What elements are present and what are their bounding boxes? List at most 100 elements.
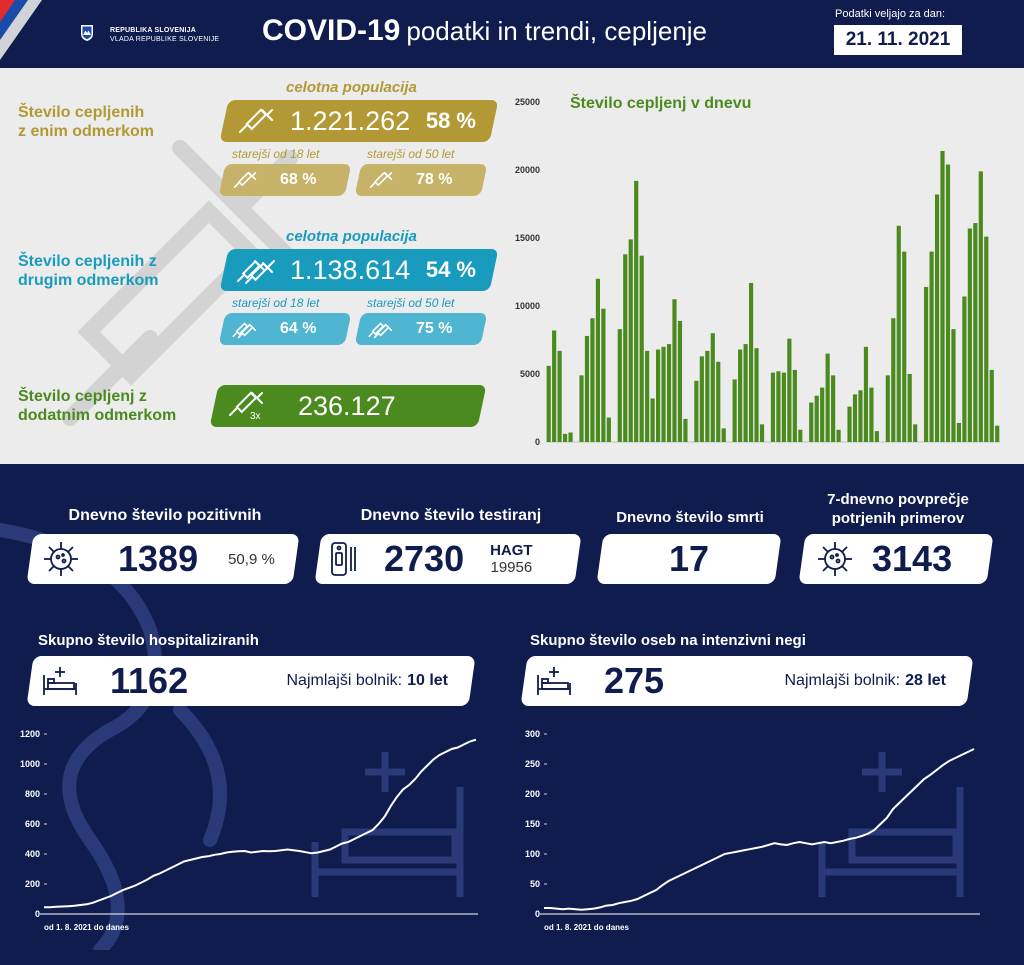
avg7-card: 3143 — [798, 534, 994, 584]
y-tick-label: 600 — [25, 819, 40, 829]
hospital-label: Skupno število hospitaliziranih — [38, 632, 259, 649]
bar — [858, 390, 863, 442]
booster-title-line2: dodatnim odmerkom — [18, 407, 177, 424]
second-dose-adult-pill: 64 % — [218, 313, 352, 345]
bar — [743, 344, 748, 442]
bar — [831, 375, 836, 442]
bar — [606, 417, 611, 442]
bar — [732, 379, 737, 442]
second-dose-population-label: celotna populacija — [286, 228, 417, 245]
virus-icon — [44, 542, 78, 576]
y-tick-label: 400 — [25, 849, 40, 859]
positive-pct: 50,9 % — [228, 550, 275, 568]
bar — [650, 398, 655, 442]
bar — [852, 394, 858, 442]
coat-of-arms-icon — [81, 25, 93, 41]
hospital-youngest-label: Najmlajši bolnik: — [286, 672, 403, 689]
positive-value: 1389 — [118, 538, 199, 579]
bar — [617, 329, 622, 442]
bar — [563, 433, 568, 442]
bar — [634, 180, 639, 442]
y-tick-label: 100 — [525, 849, 540, 859]
bar — [738, 349, 743, 442]
positive-label: Dnevno število pozitivnih — [68, 507, 262, 524]
valid-date: 21. 11. 2021 — [834, 25, 962, 55]
icu-label: Skupno število oseb na intenzivni negi — [530, 632, 806, 649]
booster-total-pill: 3x 236.127 — [209, 385, 487, 427]
bar — [721, 428, 726, 442]
bar — [661, 346, 666, 442]
y-tick-label: 50 — [530, 879, 540, 889]
bar — [748, 282, 754, 442]
y-tick-label: 0 — [35, 909, 40, 919]
y-tick-label: 0 — [535, 437, 540, 447]
second-dose-pct: 54 % — [425, 257, 476, 282]
hagt-value: 19956 — [490, 559, 533, 576]
hospital-bed-icon — [537, 667, 571, 695]
second-dose-adult-pct: 64 % — [280, 320, 317, 337]
booster-title: Število cepljenj z dodatnim odmerkom — [18, 387, 176, 425]
bar — [967, 228, 972, 442]
bar — [623, 254, 628, 442]
bar — [962, 296, 967, 442]
bar — [907, 374, 912, 442]
bar — [584, 335, 590, 442]
first-dose-title: Število cepljenih z enim odmerkom — [18, 103, 154, 141]
first-dose-population-label: celotna populacija — [286, 79, 417, 96]
bar — [677, 320, 683, 442]
gov-subname: VLADA REPUBLIKE SLOVENIJE — [110, 36, 220, 43]
bar — [546, 365, 551, 442]
bar — [666, 344, 672, 442]
bar — [874, 431, 879, 442]
first-dose-total-pill: 1.221.262 58 % — [219, 100, 499, 142]
deaths-value: 17 — [668, 538, 710, 579]
bar — [809, 402, 814, 442]
second-dose-total-pill: 1.138.614 54 % — [219, 249, 499, 291]
bar — [781, 372, 786, 442]
bar — [639, 255, 644, 442]
bar — [869, 387, 874, 442]
bar — [672, 299, 677, 442]
bar — [699, 356, 704, 442]
icu-card: 275 Najmlajši bolnik: 28 let — [520, 656, 974, 706]
virus-icon — [818, 542, 852, 576]
bar — [798, 429, 803, 442]
icu-youngest-label: Najmlajši bolnik: — [784, 672, 901, 689]
bar — [710, 333, 715, 442]
bar — [973, 223, 978, 442]
bar — [683, 418, 688, 442]
y-tick-label: 250 — [525, 759, 540, 769]
bar — [825, 353, 830, 442]
bar — [945, 164, 951, 442]
second-dose-title-line1: Število cepljenih z — [18, 253, 157, 270]
y-tick-label: 20000 — [515, 165, 540, 175]
y-tick-label: 200 — [25, 879, 40, 889]
icu-youngest-value: 28 let — [905, 672, 946, 689]
bar — [552, 330, 557, 442]
y-tick-label: 1200 — [20, 729, 40, 739]
bar — [601, 308, 606, 442]
first-dose-senior-label: starejši od 50 let — [367, 147, 455, 161]
bar — [590, 318, 595, 442]
second-dose-senior-pct: 75 % — [416, 320, 453, 337]
bar — [896, 225, 901, 442]
bar — [694, 380, 699, 442]
y-tick-label: 200 — [525, 789, 540, 799]
bar — [956, 422, 962, 442]
hospital-card: 1162 Najmlajši bolnik: 10 let — [26, 656, 476, 706]
y-tick-label: 15000 — [515, 233, 540, 243]
positive-card: 1389 50,9 % — [26, 534, 300, 584]
bar — [951, 329, 956, 442]
icu-since-label: od 1. 8. 2021 do danes — [544, 923, 629, 932]
syringe-icon — [233, 171, 257, 188]
background-bed-icon — [311, 752, 464, 897]
bar — [885, 375, 890, 442]
bar — [978, 171, 983, 443]
bar — [820, 387, 825, 442]
bar — [814, 395, 819, 442]
hospital-youngest-value: 10 let — [407, 672, 448, 689]
tests-card: 2730 HAGT 19956 — [314, 534, 582, 584]
y-tick-label: 1000 — [20, 759, 40, 769]
bar — [568, 432, 573, 442]
daily-vaccinations-chart: Število cepljenj v dnevu 0 5000 10000 15000… — [515, 93, 1000, 447]
